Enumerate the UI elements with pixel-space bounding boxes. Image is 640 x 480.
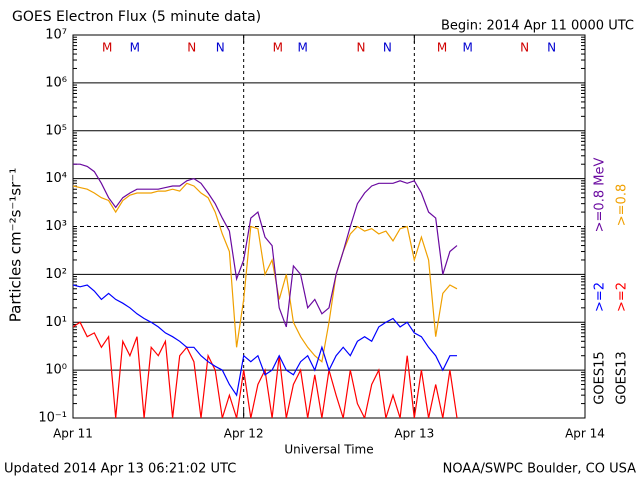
x-tick-label: Apr 14	[565, 427, 605, 441]
mlt-marker: M	[437, 41, 447, 55]
x-tick-label: Apr 13	[394, 427, 434, 441]
y-tick-label: 10⁰	[45, 363, 67, 378]
chart-subtitle: Begin: 2014 Apr 11 0000 UTC	[441, 19, 634, 34]
y-tick-label: 10⁶	[45, 75, 67, 90]
series-group	[73, 163, 458, 418]
chart-title: GOES Electron Flux (5 minute data)	[12, 9, 261, 25]
y-tick-label: 10⁷	[45, 28, 67, 43]
y-axis-label: Particles cm⁻²s⁻¹sr⁻¹	[7, 168, 25, 322]
legend-satellite: GOES13	[615, 351, 630, 404]
legend-entry: >=0.8 MeV	[593, 158, 608, 233]
mlt-marker: M	[102, 41, 112, 55]
mlt-marker: N	[216, 41, 225, 55]
legend-entry: >=2	[615, 282, 630, 312]
y-tick-label: 10⁵	[45, 123, 67, 138]
mlt-marker: N	[547, 41, 556, 55]
mlt-marker: N	[383, 41, 392, 55]
flux-line	[73, 182, 458, 363]
mlt-marker: N	[520, 41, 529, 55]
flux-line	[73, 284, 457, 397]
x-tick-label: Apr 12	[224, 427, 264, 441]
x-tick-label: Apr 11	[53, 427, 93, 441]
mlt-marker: N	[187, 41, 196, 55]
x-axis-label: Universal Time	[284, 443, 373, 457]
y-tick-label: 10¹	[45, 315, 67, 330]
y-tick-label: 10⁻¹	[38, 411, 67, 426]
mlt-marker: M	[462, 41, 472, 55]
y-tick-label: 10⁴	[45, 171, 67, 186]
mlt-marker: M	[298, 41, 308, 55]
y-tick-label: 10²	[45, 267, 67, 282]
mlt-marker: N	[357, 41, 366, 55]
footer-left: Updated 2014 Apr 13 06:21:02 UTC	[4, 462, 236, 477]
legend-satellite: GOES15	[593, 351, 608, 404]
y-tick-label: 10³	[45, 219, 67, 234]
footer-right: NOAA/SWPC Boulder, CO USA	[443, 462, 636, 477]
mlt-marker: M	[273, 41, 283, 55]
flux-line	[73, 321, 458, 418]
legend-entry: >=0.8	[615, 184, 630, 226]
legend-entry: >=2	[593, 282, 608, 312]
mlt-marker: M	[130, 41, 140, 55]
flux-line	[73, 163, 458, 328]
